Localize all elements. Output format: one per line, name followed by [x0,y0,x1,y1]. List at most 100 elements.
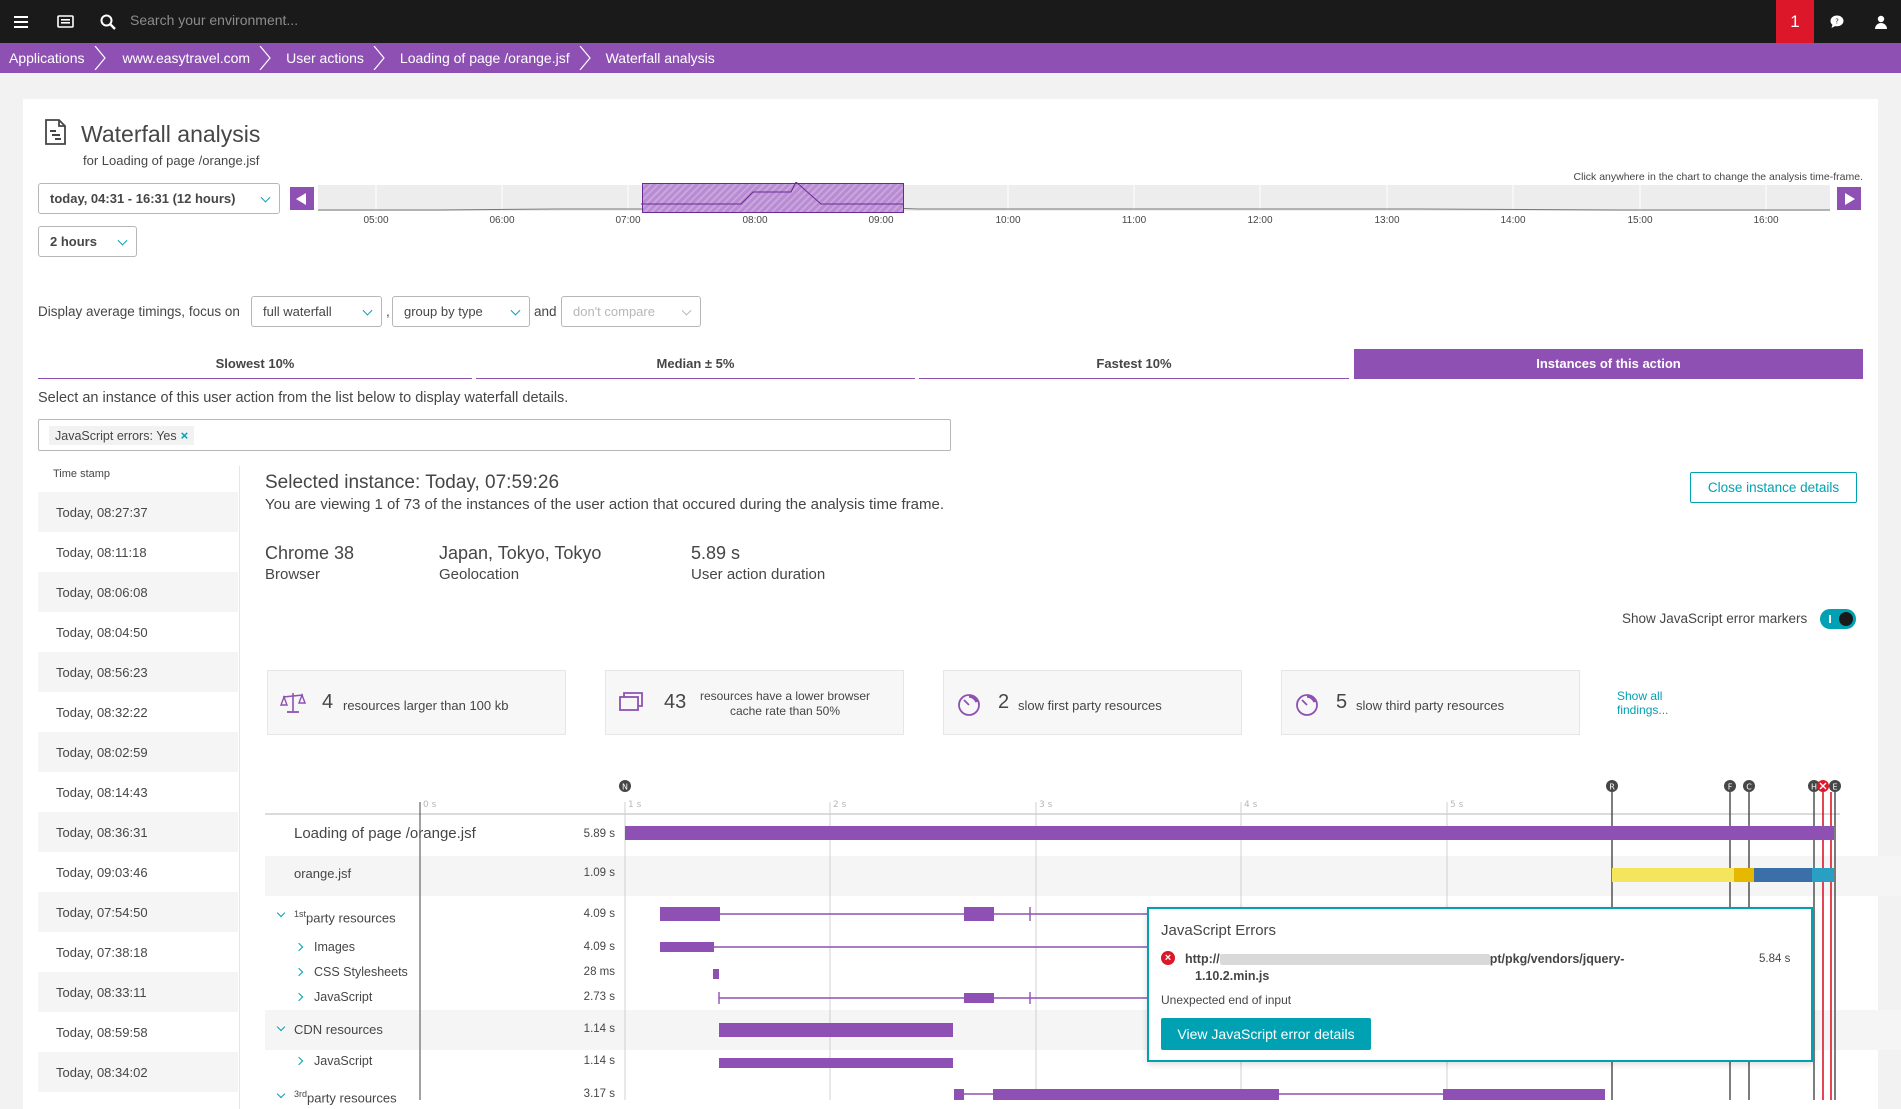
view-js-error-details-button[interactable]: View JavaScript error details [1161,1018,1371,1050]
notification-badge[interactable]: 1 [1776,0,1814,43]
tab-slowest[interactable]: Slowest 10% [38,349,472,379]
waterfall-label-orange-jsf: orange.jsf [294,866,352,881]
menu-icon[interactable] [2,0,42,43]
timeline-next-button[interactable] [1837,187,1861,210]
timeline-tick: 09:00 [868,215,894,226]
instance-row[interactable]: Today, 07:38:18 [56,944,148,960]
bar-orange-jsf-dom[interactable] [1754,868,1812,882]
waterfall-duration: 1.09 s [583,867,615,879]
focus-dropdown[interactable]: full waterfall [251,296,382,327]
user-icon[interactable] [1861,0,1901,43]
timeline-sparkline [318,185,1830,211]
timeline-tick: 08:00 [742,215,768,226]
marker-label: C [1746,783,1752,792]
instance-row[interactable]: Today, 08:14:43 [56,784,148,800]
remove-filter-icon[interactable]: × [180,428,189,443]
timeline-chart[interactable] [318,185,1830,211]
bar-cdn-javascript[interactable] [719,1058,953,1068]
bar-third-party-segment[interactable] [954,1089,964,1100]
timeframe-value: today, 04:31 - 16:31 (12 hours) [50,191,236,206]
waterfall-label-first-party[interactable]: 1stparty resources [294,909,396,925]
timeline-prev-button[interactable] [290,187,314,210]
instance-row[interactable]: Today, 09:03:46 [56,864,148,880]
stopwatch-icon [1296,694,1318,716]
js-error-markers-toggle[interactable] [1820,609,1856,629]
metric-value: Japan, Tokyo, Tokyo [439,543,602,563]
breadcrumb-item[interactable]: Applications [0,43,106,73]
breadcrumb-item-current: Waterfall analysis [584,43,729,73]
marker-h[interactable]: H [1808,780,1820,1100]
tab-median[interactable]: Median ± 5% [476,349,915,379]
compare-dropdown[interactable]: don't compare [561,296,701,327]
instance-row[interactable]: Today, 08:27:37 [38,492,238,532]
bar-first-party-segment[interactable] [964,907,994,921]
waterfall-label-images: Images [314,940,355,954]
search-input[interactable]: Search your environment... [130,12,299,28]
instance-row[interactable]: Today, 08:11:18 [56,544,147,560]
breadcrumb-label: Applications [9,50,85,66]
instance-row[interactable]: Today, 08:56:23 [38,652,238,692]
instance-row[interactable]: Today, 08:06:08 [38,572,238,612]
finding-cache-rate[interactable]: 43 resources have a lower browser cache … [605,670,904,735]
bar-third-party-segment[interactable] [993,1089,1279,1100]
timeframe-dropdown[interactable]: today, 04:31 - 16:31 (12 hours) [38,183,280,214]
breadcrumb-item[interactable]: www.easytravel.com [99,43,271,73]
marker-label: H [1811,783,1817,792]
breadcrumb-item[interactable]: Loading of page /orange.jsf [378,43,591,73]
instance-row[interactable]: Today, 08:33:11 [38,972,238,1012]
finding-count: 43 [664,691,687,713]
waterfall-duration: 3.17 s [583,1088,615,1100]
instance-row[interactable]: Today, 08:02:59 [38,732,238,772]
instance-row[interactable]: Today, 07:54:50 [38,892,238,932]
finding-slow-third-party[interactable]: 5 slow third party resources [1281,670,1580,735]
finding-text: slow third party resources [1356,698,1505,713]
chevron-down-icon [260,192,271,203]
waterfall-label-third-party[interactable]: 3rdparty resources [294,1089,397,1105]
bar-third-party-segment[interactable] [1443,1089,1605,1100]
timeline-selection-handle[interactable] [641,182,904,213]
error-url-line2: 1.10.2.min.js [1195,969,1270,983]
close-instance-details-button[interactable]: Close instance details [1690,472,1857,503]
bar-css[interactable] [713,969,719,979]
bar-page-load[interactable] [625,826,1834,840]
group-dropdown[interactable]: group by type [392,296,530,327]
bar-orange-jsf-wait[interactable] [1612,868,1734,882]
bar-orange-jsf-response[interactable] [1734,868,1754,882]
bar-javascript-segment[interactable] [964,993,994,1003]
dashboard-icon[interactable] [46,0,86,43]
chat-icon[interactable]: ? [1817,0,1857,43]
instance-row[interactable]: Today, 08:32:22 [56,704,148,720]
finding-slow-first-party[interactable]: 2 slow first party resources [943,670,1242,735]
metric-geolocation: Japan, Tokyo, Tokyo Geolocation [439,543,601,583]
instance-row[interactable]: Today, 08:59:58 [56,1024,148,1040]
scale-icon [280,693,306,713]
js-error-marker[interactable] [1817,780,1832,1100]
finding-large-resources[interactable]: 4 resources larger than 100 kb [267,670,566,735]
resolution-dropdown[interactable]: 2 hours [38,226,137,257]
chevron-down-icon [362,305,373,316]
bar-first-party-segment[interactable] [660,907,720,921]
marker-end[interactable]: E [1829,780,1841,1100]
breadcrumb-label: Loading of page /orange.jsf [399,50,570,66]
tab-instances[interactable]: Instances of this action [1354,349,1863,379]
finding-text: slow first party resources [1018,698,1162,713]
bar-cdn[interactable] [719,1023,953,1037]
marker-navigation[interactable]: N [619,780,631,792]
show-all-findings-link[interactable]: Show all findings... [1617,689,1669,717]
compare-value: don't compare [573,304,655,319]
tab-fastest[interactable]: Fastest 10% [919,349,1349,379]
bar-orange-jsf-tail[interactable] [1812,868,1834,882]
javascript-errors-popup: JavaScript Errors × http:// pt/pkg/vendor… [1147,907,1813,1062]
group-label: party resources [307,1090,397,1106]
instance-row[interactable]: Today, 08:36:31 [38,812,238,852]
instance-row[interactable]: Today, 08:04:50 [56,624,148,640]
breadcrumb-item[interactable]: User actions [264,43,385,73]
search-icon[interactable] [88,0,128,43]
instance-filter-input[interactable]: JavaScript errors: Yes × [38,419,951,451]
bar-images-segment[interactable] [660,942,714,952]
group-label: party resources [306,910,396,926]
axis-tick-label: 4 s [1244,800,1258,810]
waterfall-duration: 5.89 s [583,828,615,840]
error-time: 5.84 s [1759,953,1791,965]
instance-row[interactable]: Today, 08:34:02 [38,1052,238,1092]
